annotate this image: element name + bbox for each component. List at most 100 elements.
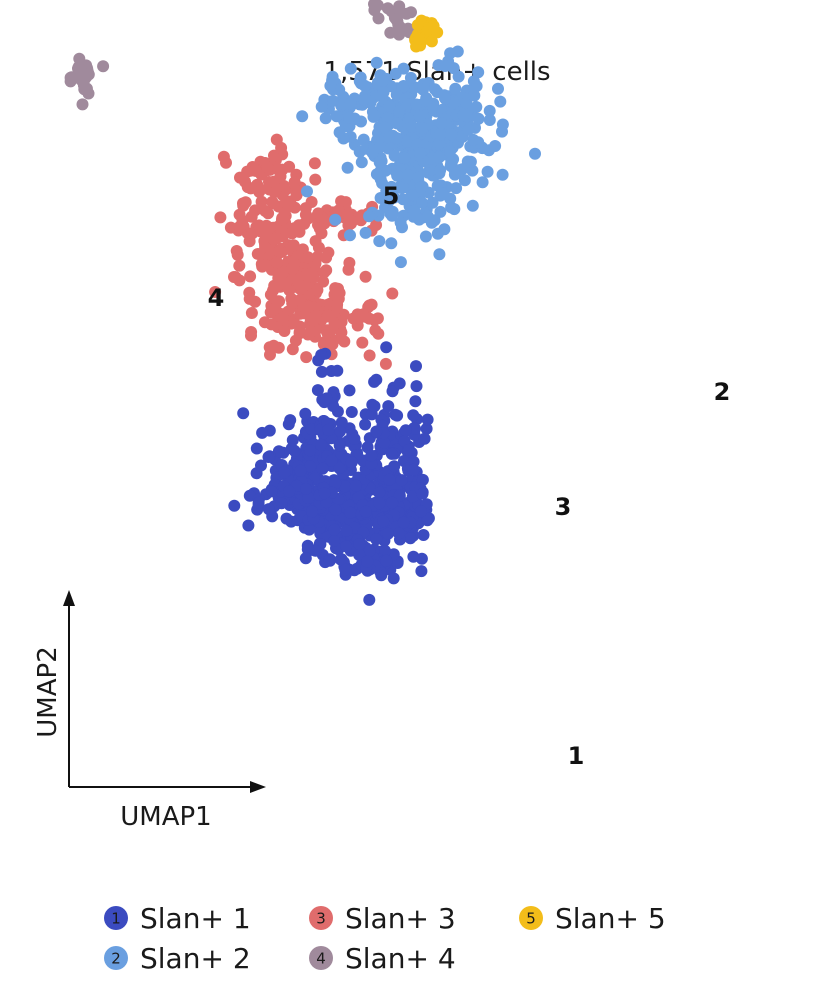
cell-point-3-299: [239, 175, 251, 188]
cell-point-2-559: [357, 133, 370, 146]
cell-point-2-490: [476, 176, 489, 189]
cell-point-1-1125: [345, 406, 358, 418]
cell-point-1-1300: [378, 436, 391, 449]
cell-point-4-1550: [64, 75, 77, 88]
cell-point-5-1624: [411, 19, 424, 31]
cell-point-3-215: [278, 325, 291, 337]
cell-point-2-807: [373, 141, 386, 154]
cell-point-1-1383: [228, 499, 241, 512]
cell-point-4-1546: [97, 60, 110, 73]
cell-point-1-1431: [417, 529, 430, 541]
cell-point-2-877: [445, 128, 458, 141]
cell-point-1-1268: [393, 377, 406, 390]
cell-point-2-789: [448, 203, 461, 216]
cell-point-1-1498: [353, 538, 366, 551]
legend-label-2: Slan+ 2: [140, 942, 251, 975]
cluster-label-2: 2: [714, 378, 731, 406]
cell-point-3-383: [273, 245, 286, 258]
cell-point-1-1062: [303, 523, 316, 536]
cell-point-1-1198: [288, 444, 301, 457]
cell-point-3-199: [371, 312, 384, 325]
cell-point-1-1362: [255, 459, 267, 472]
cell-point-2-878: [449, 82, 462, 95]
cell-point-1-1411: [404, 532, 417, 545]
cell-point-3-389: [312, 241, 325, 254]
cell-point-1-1177: [272, 445, 285, 458]
cell-point-3-123: [379, 357, 392, 370]
cell-point-1-1310: [368, 400, 381, 413]
cell-point-2-875: [439, 60, 452, 72]
cell-point-2-780: [394, 256, 407, 269]
cell-point-2-565: [483, 104, 496, 117]
legend-number-5: 5: [526, 910, 536, 928]
cell-point-2-740: [333, 126, 346, 139]
cell-point-3-385: [259, 259, 272, 271]
cell-point-1-1502: [299, 552, 312, 565]
cell-point-1-1491: [328, 535, 341, 547]
cell-point-1-1163: [335, 416, 348, 429]
cell-point-3-248: [324, 325, 337, 338]
cell-point-2-666: [404, 71, 417, 84]
cell-point-2-707: [378, 121, 391, 134]
cell-point-3-330: [313, 222, 326, 235]
cell-point-3-245: [352, 311, 365, 324]
cell-point-5-1625: [425, 35, 438, 48]
cell-point-2-836: [472, 66, 485, 79]
cell-point-2-884: [435, 117, 448, 130]
cell-point-3-347: [317, 275, 330, 288]
cell-point-3-239: [265, 318, 278, 331]
cell-point-1-1489: [380, 554, 393, 567]
cell-point-2-722: [393, 105, 405, 118]
cell-point-3-115: [239, 196, 252, 209]
x-axis-label: UMAP1: [120, 802, 211, 832]
cell-point-1-1176: [237, 407, 250, 420]
x-axis-arrow-head: [250, 781, 266, 793]
legend-label-4: Slan+ 4: [345, 942, 456, 975]
cell-point-1-1433: [393, 489, 406, 502]
cell-point-2-514: [496, 168, 509, 181]
cell-point-1-1519: [315, 365, 328, 378]
legend-item-5: 5 Slan+ 5: [519, 902, 666, 935]
cell-point-1-1185: [344, 506, 357, 519]
cell-point-1-1382: [329, 503, 342, 516]
cell-point-2-744: [383, 100, 396, 112]
cell-point-3-388: [274, 271, 287, 284]
cell-point-2-715: [391, 117, 404, 130]
cell-point-2-733: [315, 100, 328, 113]
cell-point-3-110: [244, 270, 257, 283]
cell-point-1-1529: [320, 392, 333, 405]
cell-point-1-1530: [316, 462, 329, 475]
cell-point-2-771: [359, 226, 372, 239]
cell-point-3-281: [308, 157, 321, 170]
cell-point-2-815: [407, 189, 420, 201]
cell-point-1-1527: [318, 487, 331, 500]
cell-point-3-363: [320, 264, 333, 277]
cell-point-3-253: [331, 298, 344, 311]
cell-point-2-778: [370, 168, 383, 181]
cell-point-2-820: [416, 196, 428, 209]
cell-point-4-1597: [393, 28, 406, 41]
cell-point-2-704: [381, 112, 394, 125]
cell-point-1-1272: [359, 418, 372, 431]
legend-label-1: Slan+ 1: [140, 902, 251, 935]
cell-point-1-1441: [386, 496, 399, 509]
cell-point-1-1196: [338, 480, 351, 493]
cluster-label-1: 1: [568, 742, 585, 770]
cell-point-3-394: [270, 280, 283, 293]
cell-point-1-1307: [325, 454, 338, 467]
cell-point-2-773: [376, 177, 389, 190]
cluster-label-4: 4: [208, 284, 225, 312]
cell-point-2-561: [496, 118, 509, 131]
cell-point-2-822: [394, 216, 407, 229]
cell-point-1-1204: [256, 426, 269, 439]
cell-point-3-332: [292, 219, 305, 232]
cell-point-2-819: [391, 169, 404, 182]
cell-point-1-1371: [265, 485, 278, 498]
cell-point-1-1428: [406, 490, 419, 503]
cell-point-1-1384: [300, 483, 312, 495]
cell-point-2-808: [386, 209, 398, 222]
cluster-labels: 1 2 3 4 5: [208, 182, 731, 770]
cell-point-3-251: [369, 324, 382, 337]
cell-point-1-1234: [386, 385, 399, 398]
cluster-label-3: 3: [555, 493, 572, 521]
